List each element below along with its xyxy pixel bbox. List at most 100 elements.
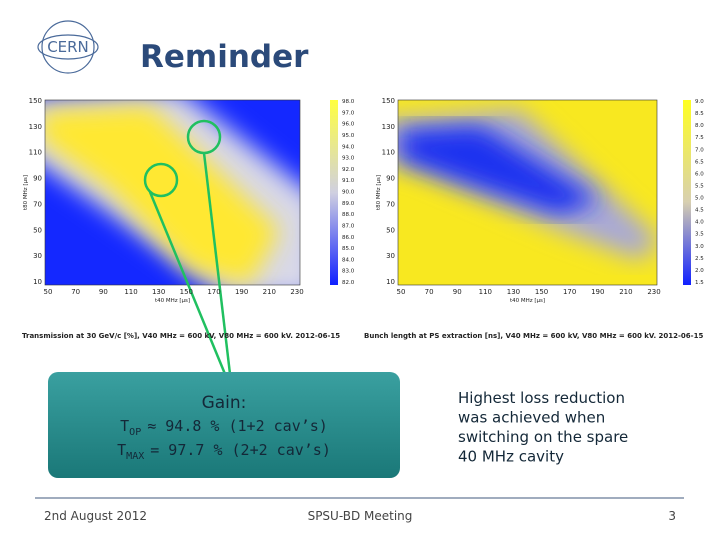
gain-subscript: OP <box>129 427 141 438</box>
x-tick-label: 150 <box>535 288 548 296</box>
x-tick-label: 130 <box>507 288 520 296</box>
y-tick-label: 50 <box>386 226 395 234</box>
y-tick-label: 10 <box>33 278 42 286</box>
x-tick-label: 210 <box>619 288 632 296</box>
x-tick-label: 170 <box>207 288 220 296</box>
footer-meeting: SPSU-BD Meeting <box>308 509 413 523</box>
y-tick-label: 110 <box>29 149 42 157</box>
colorbar-label: 4.5 <box>695 208 704 214</box>
gain-value: ≈ 94.8 % (1+2 cav’s) <box>147 417 328 435</box>
gain-value: = 97.7 % (2+2 cav’s) <box>150 441 331 459</box>
note: Highest loss reduction was achieved whens… <box>458 389 628 466</box>
x-axis-label: t40 MHz [μs] <box>510 298 545 304</box>
y-axis-label: t80 MHz [μs] <box>23 175 29 210</box>
colorbar-label: 7.5 <box>695 135 704 141</box>
colorbar-label: 7.0 <box>695 147 704 153</box>
y-tick-label: 50 <box>33 226 42 234</box>
colorbar-label: 86.0 <box>342 235 355 241</box>
x-tick-label: 150 <box>180 288 193 296</box>
colorbar-label: 83.0 <box>342 269 355 275</box>
colorbar-label: 6.0 <box>695 171 704 177</box>
x-tick-label: 70 <box>71 288 80 296</box>
y-tick-label: 130 <box>29 123 42 131</box>
colorbar-label: 2.0 <box>695 268 704 274</box>
note-line: switching on the spare <box>458 428 628 446</box>
x-tick-label: 110 <box>479 288 492 296</box>
note-line: Highest loss reduction <box>458 389 625 407</box>
y-tick-label: 150 <box>29 97 42 105</box>
gain-subscript: MAX <box>126 451 144 462</box>
x-tick-label: 70 <box>425 288 434 296</box>
colorbar-label: 92.0 <box>342 167 355 173</box>
x-tick-label: 190 <box>591 288 604 296</box>
note-line: was achieved when <box>458 409 605 427</box>
y-tick-label: 70 <box>386 200 395 208</box>
colorbar-label: 6.5 <box>695 159 704 165</box>
colorbar-label: 8.5 <box>695 111 704 117</box>
colorbar-label: 89.0 <box>342 201 355 207</box>
logo-text: CERN <box>47 38 89 56</box>
y-tick-label: 90 <box>33 175 42 183</box>
y-tick-label: 90 <box>386 175 395 183</box>
colorbar-label: 1.5 <box>695 280 704 286</box>
plot-caption: Bunch length at PS extraction [ns], V40 … <box>364 332 703 340</box>
x-tick-label: 50 <box>44 288 53 296</box>
colorbar-label: 91.0 <box>342 178 355 184</box>
x-tick-label: 130 <box>152 288 165 296</box>
y-tick-label: 10 <box>386 278 395 286</box>
gain-symbol: T <box>120 417 129 435</box>
y-tick-label: 70 <box>33 200 42 208</box>
x-tick-label: 210 <box>263 288 276 296</box>
plot-frame <box>44 99 301 286</box>
gain-line: TMAX = 97.7 % (2+2 cav’s) <box>117 441 331 462</box>
x-tick-label: 230 <box>647 288 660 296</box>
x-tick-label: 170 <box>563 288 576 296</box>
y-tick-label: 150 <box>382 97 395 105</box>
colorbar-label: 2.5 <box>695 256 704 262</box>
colorbar-label: 88.0 <box>342 212 355 218</box>
x-tick-label: 230 <box>290 288 303 296</box>
colorbar-label: 8.0 <box>695 123 704 129</box>
cern-logo: CERN <box>37 20 99 74</box>
colorbar-label: 94.0 <box>342 144 355 150</box>
gain-text: Gain: TOP ≈ 94.8 % (1+2 cav’s)TMAX = 97.7 … <box>117 393 331 462</box>
y-tick-label: 110 <box>382 149 395 157</box>
colorbar-label: 82.0 <box>342 280 355 286</box>
x-tick-label: 50 <box>397 288 406 296</box>
colorbar-label: 98.0 <box>342 99 355 105</box>
colorbar <box>683 100 691 285</box>
colorbar-label: 5.0 <box>695 196 704 202</box>
title: Reminder <box>140 39 309 75</box>
plot-caption: Transmission at 30 GeV/c [%], V40 MHz = … <box>22 332 340 340</box>
footer-date: 2nd August 2012 <box>44 509 147 523</box>
colorbar-label: 97.0 <box>342 110 355 116</box>
x-axis-label: t40 MHz [μs] <box>155 298 190 304</box>
colorbar-label: 85.0 <box>342 246 355 252</box>
x-tick-label: 190 <box>235 288 248 296</box>
colorbar-label: 84.0 <box>342 257 355 263</box>
colorbar-label: 95.0 <box>342 133 355 139</box>
colorbar-label: 87.0 <box>342 223 355 229</box>
colorbar-label: 96.0 <box>342 122 355 128</box>
colorbar-label: 3.5 <box>695 232 704 238</box>
x-tick-label: 90 <box>453 288 462 296</box>
x-tick-label: 110 <box>124 288 137 296</box>
footer-page: 3 <box>668 509 676 523</box>
gain-line: TOP ≈ 94.8 % (1+2 cav’s) <box>120 417 328 438</box>
colorbar-label: 93.0 <box>342 156 355 162</box>
y-tick-label: 130 <box>382 123 395 131</box>
plot-right-image <box>398 100 657 285</box>
y-tick-label: 30 <box>33 252 42 260</box>
colorbar <box>330 100 338 285</box>
note-line: 40 MHz cavity <box>458 448 564 466</box>
callout-pointers <box>143 119 232 375</box>
x-tick-label: 90 <box>99 288 108 296</box>
gain-symbol: T <box>117 441 126 459</box>
colorbar-label: 4.0 <box>695 220 704 226</box>
y-tick-label: 30 <box>386 252 395 260</box>
plot-left-image <box>45 100 300 285</box>
colorbar-label: 9.0 <box>695 99 704 105</box>
plot-frame <box>397 99 658 286</box>
gain-box <box>48 372 400 478</box>
